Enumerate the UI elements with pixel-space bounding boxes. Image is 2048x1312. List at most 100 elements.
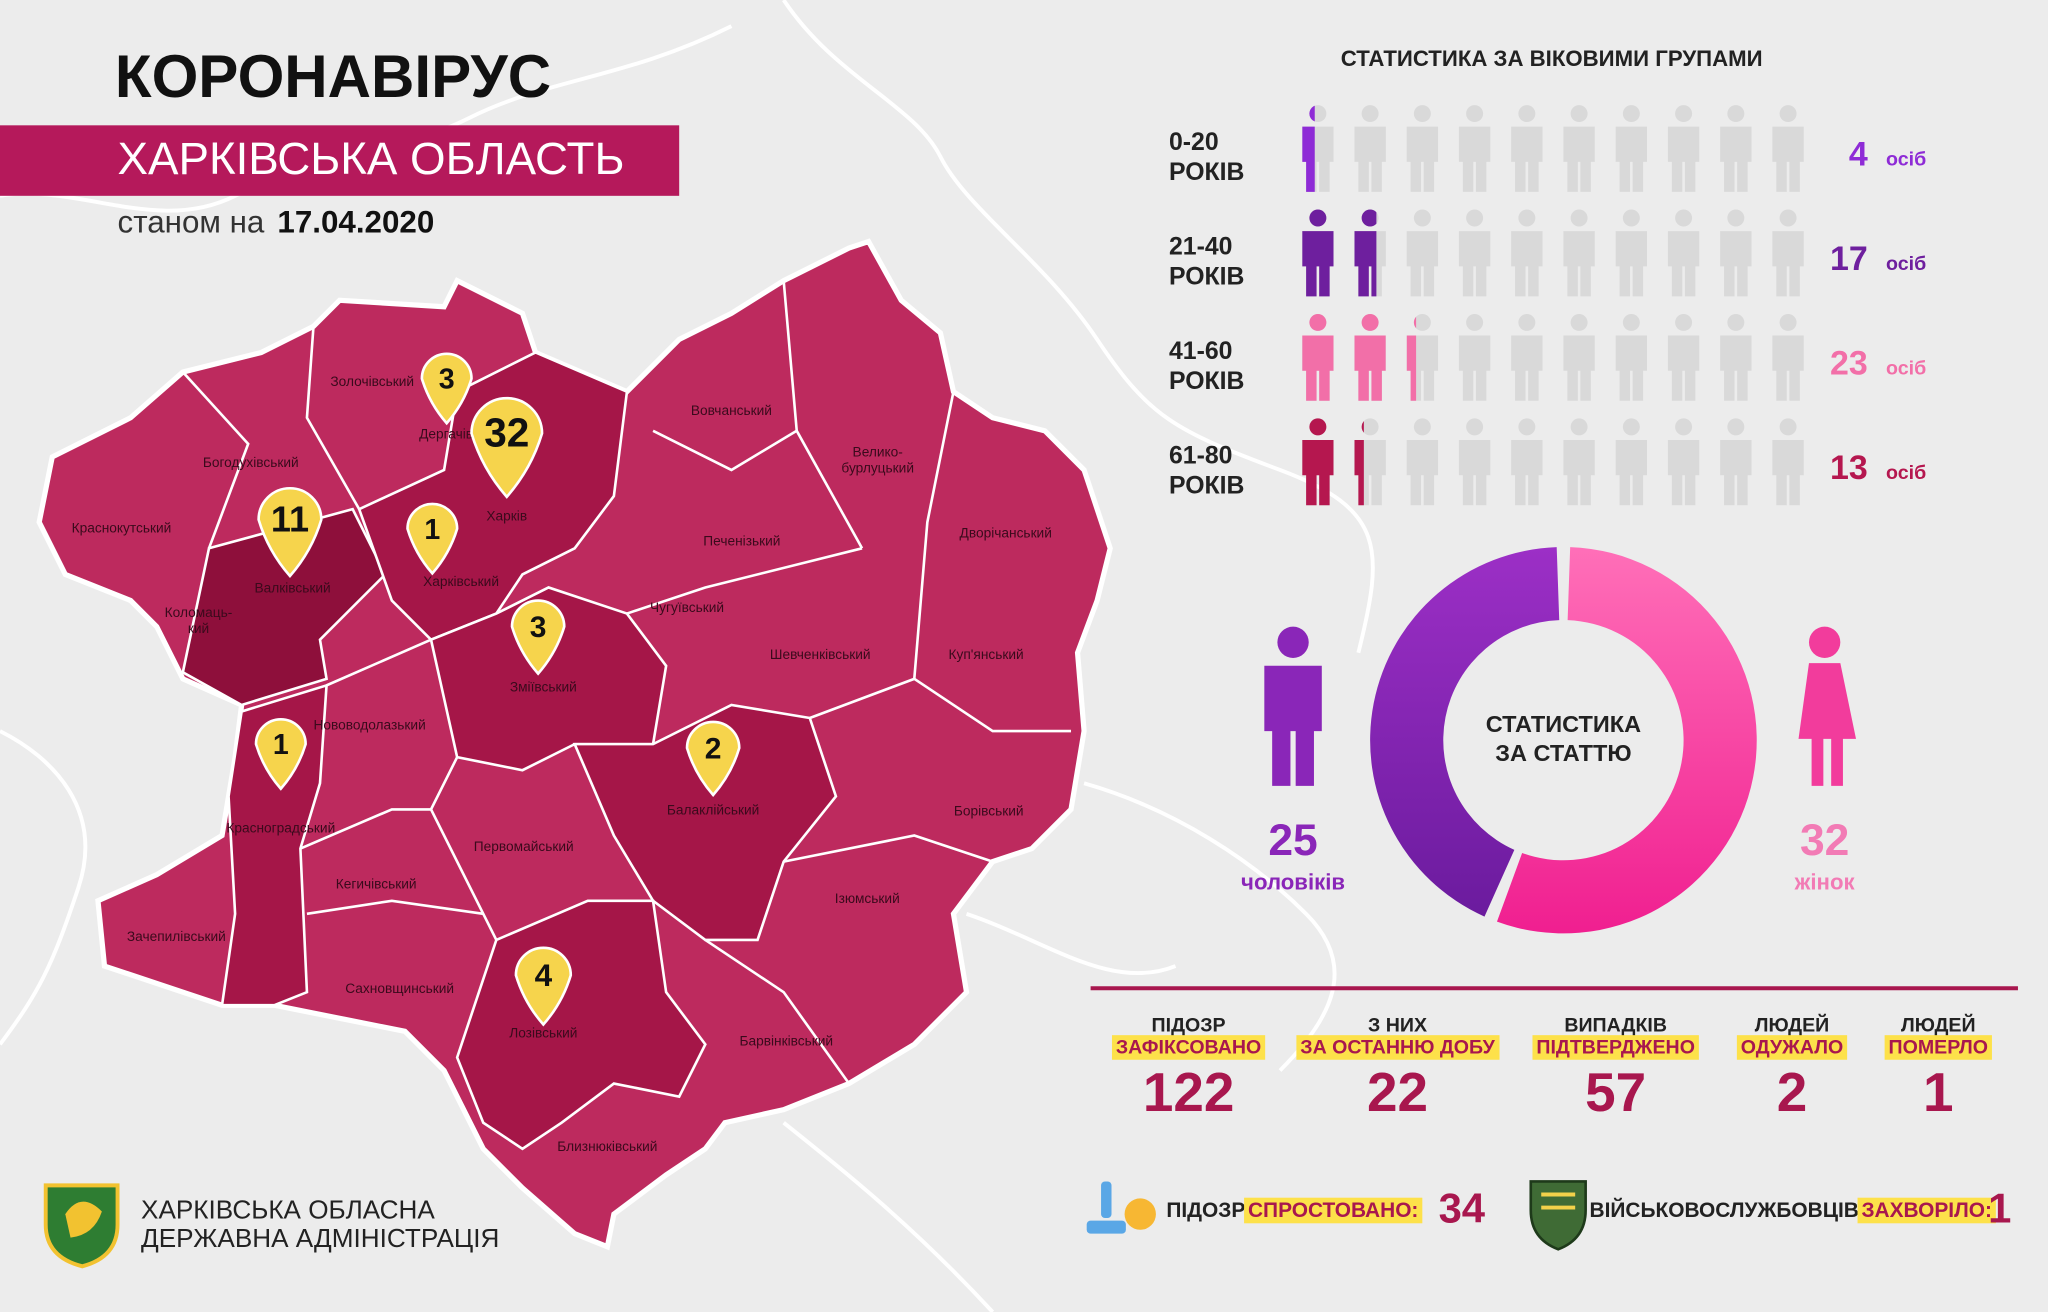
age-count: 17 [1830, 240, 1868, 278]
person-icon [1720, 418, 1752, 506]
district-label: Зачепилівський [127, 929, 226, 944]
age-range: 61-80 [1169, 442, 1232, 469]
total-top: ВИПАДКІВ [1564, 1014, 1667, 1036]
person-body [1615, 439, 1648, 506]
district-label: Кегичівський [336, 877, 417, 892]
person-head [1518, 105, 1536, 123]
person-body [1563, 231, 1595, 297]
district-label: Лозівський [509, 1026, 577, 1041]
person-icon [1563, 209, 1595, 297]
district-label: Золочівський [330, 374, 414, 389]
total-value: 122 [1143, 1061, 1235, 1123]
person-head [1361, 313, 1379, 331]
district-label: Красноградський [226, 821, 335, 836]
person-icon [1458, 418, 1491, 506]
district-label: кий [188, 621, 209, 636]
age-count: 4 [1849, 136, 1868, 174]
total-highlight: ЗА ОСТАННЮ ДОБУ [1300, 1036, 1495, 1058]
person-head [1518, 209, 1536, 227]
age-unit: осіб [1886, 358, 1926, 380]
person-icon [1458, 105, 1491, 192]
person-body [1354, 231, 1377, 297]
emblem [43, 1183, 120, 1269]
person-head [1309, 209, 1327, 227]
total-value: 1 [1923, 1061, 1954, 1123]
age-range: 0-20 [1169, 129, 1219, 156]
district-label: Печенізький [703, 533, 780, 548]
district-label: Борівський [954, 804, 1024, 819]
district-label: Шевченківський [770, 647, 871, 662]
person-body [1458, 439, 1491, 506]
men-label: чоловіків [1241, 870, 1345, 895]
highlight [1244, 1197, 1423, 1224]
man-head [1277, 626, 1309, 658]
highlight [1884, 1035, 1992, 1060]
region-map [36, 238, 1113, 1251]
organization-line: ХАРКІВСЬКА ОБЛАСНА [141, 1194, 435, 1224]
highlight [1857, 1197, 1996, 1224]
person-head [1570, 105, 1588, 123]
person-body [1667, 335, 1700, 401]
person-body [1720, 231, 1752, 297]
district-label: Нововодолазький [314, 717, 426, 732]
person-head [1622, 105, 1640, 123]
person-head [1361, 105, 1379, 123]
person-head [1779, 209, 1797, 227]
district-label: Первомайський [474, 839, 574, 854]
age-range: 21-40 [1169, 234, 1232, 261]
person-filled [1302, 418, 1334, 506]
person-head [1675, 418, 1693, 436]
person-head [1309, 105, 1315, 122]
pin [257, 486, 323, 578]
age-years: РОКІВ [1169, 264, 1244, 291]
total-highlight: ЗАФІКСОВАНО [1116, 1036, 1261, 1058]
person-body [1720, 335, 1752, 401]
person-icon [1354, 105, 1386, 192]
person-icon [1667, 105, 1700, 192]
pin [406, 502, 459, 576]
total-top: З НИХ [1368, 1014, 1427, 1036]
person-head [1570, 313, 1588, 331]
person-icon [1720, 313, 1752, 401]
pin-value: 3 [530, 611, 547, 644]
person-body [1615, 335, 1648, 401]
person-icon [1511, 418, 1543, 506]
person-head [1779, 105, 1797, 123]
person-icon [1406, 105, 1439, 192]
footer-value: 34 [1439, 1185, 1485, 1232]
person-head [1727, 418, 1745, 436]
pin [510, 599, 566, 676]
pin-value: 1 [273, 729, 289, 761]
person-head [1309, 418, 1327, 436]
person-icon [1667, 209, 1700, 297]
person-icon [1772, 313, 1804, 401]
age-unit: осіб [1886, 149, 1926, 171]
age-unit: осіб [1886, 462, 1926, 484]
person-body [1458, 126, 1491, 192]
person-body [1302, 231, 1334, 297]
person-body [1667, 439, 1700, 506]
person-icon [1458, 313, 1491, 401]
person-head [1518, 313, 1536, 331]
person-body [1720, 126, 1752, 192]
person-head [1727, 209, 1745, 227]
person-body [1458, 335, 1491, 401]
date: 17.04.2020 [277, 205, 434, 240]
woman-head [1808, 626, 1841, 658]
person-icon [1563, 313, 1595, 401]
district-label: Богодухівський [203, 455, 299, 470]
person-body [1511, 126, 1543, 192]
person-head [1570, 209, 1588, 227]
person-head [1466, 418, 1484, 436]
district-label: Краснокутський [72, 520, 172, 535]
pin-value: 11 [271, 499, 309, 540]
person-head [1622, 209, 1640, 227]
district-label: Чугуївський [650, 600, 724, 615]
person-body [1354, 126, 1386, 192]
person-icon [1772, 209, 1804, 297]
man-body [1264, 665, 1322, 786]
person-body [1302, 335, 1334, 401]
person-head [1361, 421, 1364, 433]
person-body [1720, 439, 1752, 506]
